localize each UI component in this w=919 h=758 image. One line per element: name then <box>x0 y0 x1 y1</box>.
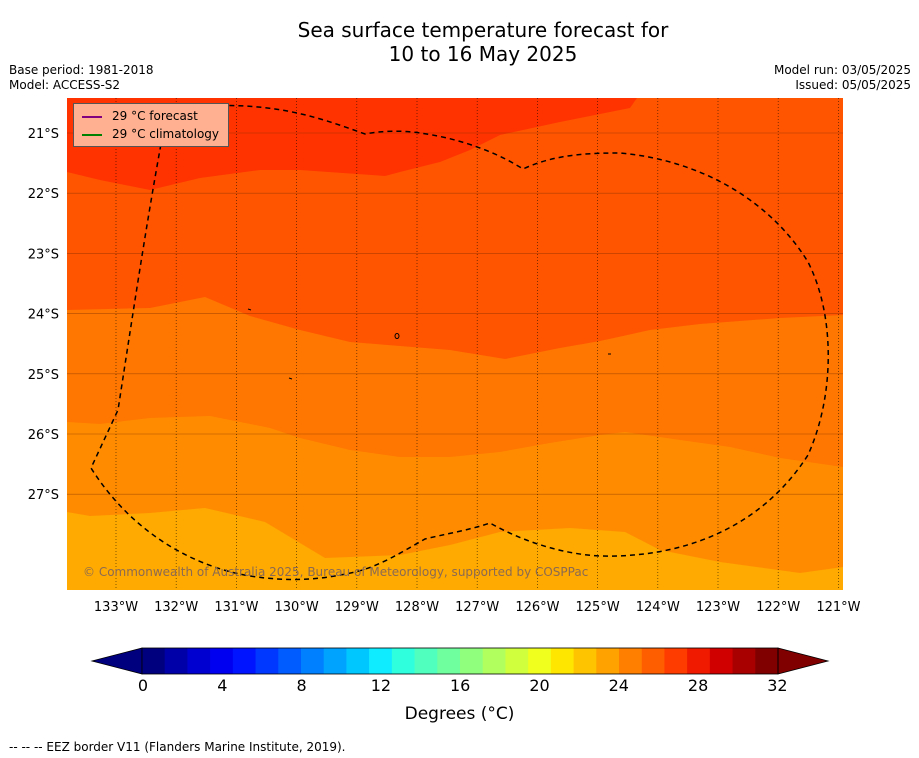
latitude-labels: 21°S 22°S 23°S 24°S 25°S 26°S 27°S <box>28 127 59 503</box>
colorbar-swatch <box>687 648 711 674</box>
colorbar-swatch <box>596 648 620 674</box>
sst-contours <box>67 98 843 590</box>
colorbar-tick: 20 <box>529 676 550 695</box>
meta-right: Model run: 03/05/2025 Issued: 05/05/2025 <box>774 63 911 93</box>
colorbar-min-arrow <box>90 647 143 675</box>
colorbar-swatch <box>255 648 279 674</box>
colorbar-swatch <box>437 648 461 674</box>
colorbar-tick: 0 <box>137 676 149 695</box>
forecast-swatch <box>82 115 102 118</box>
colorbar-swatch <box>505 648 529 674</box>
lon-label: 122°W <box>756 600 800 615</box>
colorbar-swatch <box>460 648 484 674</box>
colorbar-tick: 12 <box>370 676 392 695</box>
meta-left: Base period: 1981-2018 Model: ACCESS-S2 <box>9 63 154 93</box>
lon-label: 133°W <box>94 600 138 615</box>
lon-label: 129°W <box>335 600 379 615</box>
map-legend: 29 °C forecast 29 °C climatology <box>73 103 229 147</box>
colorbar-swatch <box>323 648 347 674</box>
colorbar-swatch <box>709 648 734 674</box>
lon-label: 125°W <box>576 600 620 615</box>
colorbar-swatch <box>664 648 688 674</box>
colorbar-swatch <box>732 648 756 674</box>
lon-label: 127°W <box>455 600 499 615</box>
legend-climatology: 29 °C climatology <box>82 126 219 142</box>
colorbar-swatch <box>210 648 234 674</box>
colorbar-swatch <box>142 648 166 674</box>
eez-border <box>90 104 829 581</box>
colorbar-swatch <box>164 648 188 674</box>
model-name: Model: ACCESS-S2 <box>9 78 121 92</box>
lon-label: 131°W <box>214 600 258 615</box>
lon-label: 132°W <box>154 600 198 615</box>
colorbar-swatch <box>619 648 643 674</box>
copyright-notice: © Commonwealth of Australia 2025, Bureau… <box>83 565 589 579</box>
title-line-2: 10 to 16 May 2025 <box>388 42 578 66</box>
lon-label: 121°W <box>816 600 860 615</box>
climatology-swatch <box>82 133 102 136</box>
colorbar-tick: 28 <box>687 676 709 695</box>
colorbar-tick: 8 <box>296 676 307 695</box>
colorbar-max-arrow <box>777 647 830 675</box>
lon-label: 124°W <box>636 600 680 615</box>
colorbar-swatch <box>369 648 393 674</box>
colorbar-swatch <box>550 648 575 674</box>
island <box>288 377 293 380</box>
colorbar-title: Degrees (°C) <box>404 704 515 724</box>
lat-label: 27°S <box>28 488 59 503</box>
lat-label: 21°S <box>28 127 59 142</box>
colorbar-swatch <box>482 648 506 674</box>
colorbar-swatch <box>573 648 597 674</box>
colorbar-swatch <box>346 648 370 674</box>
colorbar-tick: 16 <box>450 676 471 695</box>
colorbar-swatch <box>278 648 302 674</box>
island <box>247 308 252 311</box>
lat-label: 22°S <box>28 187 59 202</box>
island <box>394 333 400 339</box>
colorbar-swatch <box>641 648 665 674</box>
colorbar-swatch <box>755 648 779 674</box>
lon-label: 123°W <box>696 600 740 615</box>
colorbar-tick: 32 <box>767 676 788 695</box>
colorbar-swatch <box>414 648 438 674</box>
colorbar-swatch <box>528 648 552 674</box>
lon-label: 130°W <box>275 600 319 615</box>
legend-forecast: 29 °C forecast <box>82 108 198 124</box>
legend-climatology-label: 29 °C climatology <box>112 127 220 141</box>
band-cool <box>67 508 843 590</box>
colorbar-tick: 24 <box>608 676 629 695</box>
lat-label: 26°S <box>28 428 59 443</box>
colorbar-swatch <box>232 648 257 674</box>
colorbar-swatch <box>301 648 325 674</box>
lat-label: 24°S <box>28 308 59 323</box>
title-line-1: Sea surface temperature forecast for <box>297 18 669 42</box>
longitude-labels: 133°W 132°W 131°W 130°W 129°W 128°W 127°W 126°W… <box>94 600 861 615</box>
base-period: Base period: 1981-2018 <box>9 63 154 77</box>
lon-label: 128°W <box>395 600 439 615</box>
lat-label: 25°S <box>28 368 59 383</box>
colorbar-frame <box>141 647 779 675</box>
lat-label: 23°S <box>28 247 59 262</box>
eez-footnote: -- -- -- EEZ border V11 (Flanders Marine… <box>9 740 346 754</box>
colorbar-swatch <box>391 648 416 674</box>
legend-forecast-label: 29 °C forecast <box>112 109 198 123</box>
colorbar <box>90 647 830 675</box>
colorbar-swatch <box>187 648 211 674</box>
lon-label: 126°W <box>515 600 559 615</box>
issued-date: Issued: 05/05/2025 <box>795 78 911 92</box>
chart-title: Sea surface temperature forecast for 10 … <box>0 18 919 66</box>
colorbar-tick: 4 <box>217 676 228 695</box>
model-run: Model run: 03/05/2025 <box>773 63 911 77</box>
